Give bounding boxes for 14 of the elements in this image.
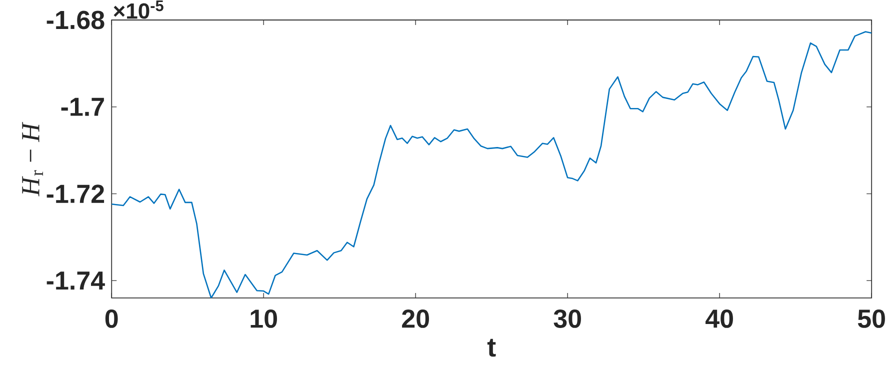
x-tick-label: 0 (105, 310, 118, 328)
x-tick-label: 50 (858, 310, 885, 328)
y-axis-title: H$_{r}$ − H (22, 122, 43, 196)
x-tick-label: 30 (554, 310, 581, 328)
y-tick-label: -1.74 (46, 272, 105, 290)
x-tick-label: 40 (706, 310, 733, 328)
x-tick-label: 10 (250, 310, 277, 328)
y-tick-label: -1.72 (46, 184, 104, 203)
x-axis-title: t (487, 338, 496, 357)
y-tick-label: -1.68 (46, 10, 104, 30)
x-tick-label: 20 (402, 310, 429, 328)
line-series (112, 31, 872, 298)
text: ×10$^{-5}$ (114, 0, 164, 19)
y-tick-label: -1.7 (61, 98, 104, 116)
